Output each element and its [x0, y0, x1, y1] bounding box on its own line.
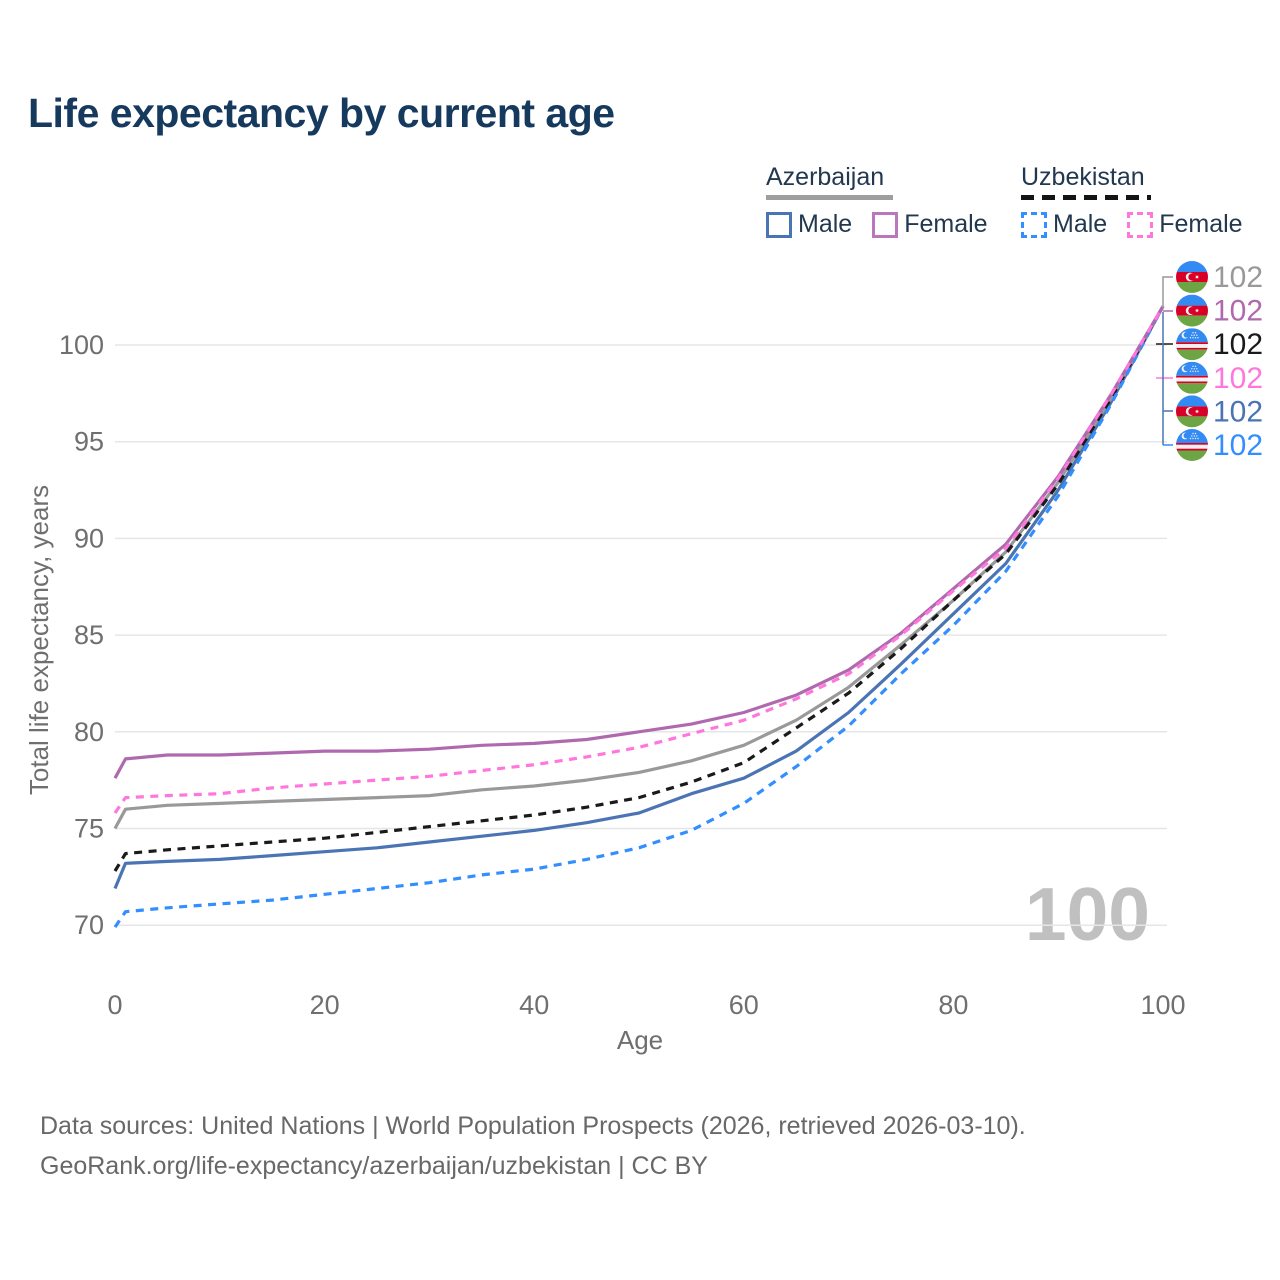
legend-item-label: Female — [1159, 210, 1243, 238]
series-line-az-female[interactable] — [113, 305, 1165, 779]
x-tick-label-100: 100 — [1140, 990, 1185, 1020]
y-tick-label-85: 85 — [74, 620, 104, 650]
series-line-uz-female[interactable] — [113, 305, 1165, 814]
legend-group-azerbaijan: Azerbaijan Male Female — [766, 163, 988, 239]
male-dashed-swatch-icon — [1021, 211, 1047, 238]
series-line-az-both[interactable] — [113, 305, 1165, 830]
legend-item-azerbaijan-male[interactable]: Male — [766, 210, 852, 239]
x-tick-label-20: 20 — [310, 990, 340, 1020]
series-line-az-male[interactable] — [113, 305, 1165, 890]
x-tick-label-60: 60 — [729, 990, 759, 1020]
end-value-uz-both: 102 — [1213, 328, 1263, 361]
series-line-uz-both[interactable] — [113, 305, 1165, 872]
y-tick-label-80: 80 — [74, 717, 104, 747]
female-solid-swatch-icon — [872, 211, 899, 238]
legend-item-azerbaijan-female[interactable]: Female — [872, 210, 988, 239]
end-label-leader-az-male — [1162, 312, 1173, 445]
end-value-uz-female: 102 — [1213, 362, 1263, 395]
legend-item-label: Male — [798, 210, 853, 238]
x-tick-label-80: 80 — [938, 990, 968, 1020]
y-tick-label-70: 70 — [74, 910, 104, 940]
flag-az-icon — [1176, 294, 1208, 327]
data-source-text: Data sources: United Nations | World Pop… — [40, 1112, 1026, 1140]
y-tick-label-90: 90 — [74, 523, 104, 553]
end-value-uz-male: 102 — [1213, 429, 1263, 462]
flag-uz-icon — [1176, 328, 1208, 361]
x-tick-label-0: 0 — [107, 990, 122, 1020]
age-indicator-watermark: 100 — [1025, 872, 1150, 956]
y-tick-label-100: 100 — [59, 330, 104, 360]
x-tick-label-40: 40 — [519, 990, 549, 1020]
y-tick-label-75: 75 — [74, 814, 104, 844]
legend-item-label: Female — [904, 210, 988, 238]
x-axis-title: Age — [617, 1025, 663, 1055]
legend-country-uzbekistan[interactable]: Uzbekistan — [1021, 163, 1145, 191]
legend-item-label: Male — [1053, 210, 1108, 238]
attribution-link[interactable]: GeoRank.org/life-expectancy/azerbaijan/u… — [40, 1152, 708, 1180]
end-value-az-female: 102 — [1213, 295, 1263, 328]
series-line-uz-male[interactable] — [113, 305, 1165, 929]
y-tick-label-95: 95 — [74, 427, 104, 457]
y-axis-title: Total life expectancy, years — [24, 485, 54, 795]
end-value-az-both: 102 — [1213, 261, 1263, 294]
legend-line-sample-dashed — [1021, 195, 1151, 200]
page-title: Life expectancy by current age — [28, 90, 615, 136]
end-label-leader-az-both — [1162, 276, 1173, 308]
flag-uz-icon — [1176, 361, 1208, 394]
flag-az-icon — [1176, 261, 1208, 293]
flag-uz-icon — [1176, 429, 1208, 461]
flag-az-icon — [1176, 395, 1208, 428]
legend-country-azerbaijan[interactable]: Azerbaijan — [766, 163, 885, 191]
footer: Data sources: United Nations | World Pop… — [40, 1106, 1026, 1186]
female-dashed-swatch-icon — [1127, 211, 1154, 238]
legend-line-sample-solid — [766, 195, 893, 200]
legend-group-uzbekistan: Uzbekistan Male Female — [1021, 163, 1243, 239]
male-solid-swatch-icon — [766, 211, 792, 238]
end-value-az-male: 102 — [1213, 395, 1263, 428]
legend-item-uzbekistan-female[interactable]: Female — [1127, 210, 1243, 239]
legend-item-uzbekistan-male[interactable]: Male — [1021, 210, 1107, 239]
